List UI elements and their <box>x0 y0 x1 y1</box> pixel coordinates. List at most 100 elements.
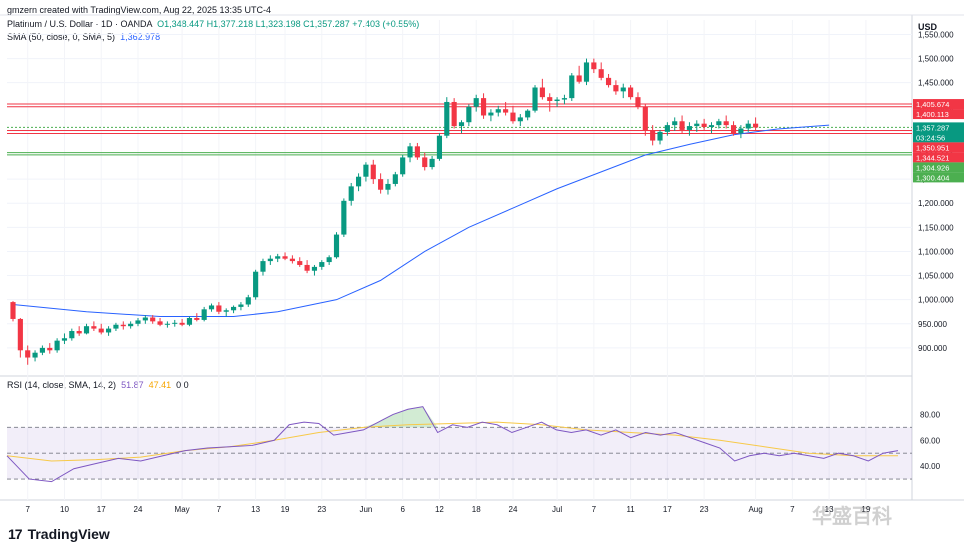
candle-body <box>201 309 207 320</box>
candle-body <box>17 318 23 351</box>
rsi-label: RSI (14, close, SMA, 14, 2) <box>7 380 117 390</box>
price-level-label: 1,357.287 <box>916 123 949 132</box>
candle-body <box>488 112 494 116</box>
price-level-label: 1,344.521 <box>916 153 949 162</box>
brand-text: TradingView <box>27 526 110 542</box>
candle-body <box>319 262 325 267</box>
watermark: 华盛百科 <box>812 506 892 528</box>
candle-body <box>679 121 685 130</box>
time-tick-label: 24 <box>509 505 518 514</box>
candle-body <box>503 109 509 113</box>
price-level-tag <box>913 162 964 173</box>
time-tick-label: 18 <box>472 505 481 514</box>
candle-body <box>561 98 568 100</box>
candle-body <box>326 257 332 263</box>
candle-body <box>260 261 266 272</box>
candle-body <box>164 323 170 325</box>
candle-body <box>414 146 420 158</box>
rsi-sma-line <box>6 421 898 462</box>
candle-body <box>25 350 31 358</box>
price-level-label: 1,300.404 <box>916 173 949 182</box>
candle-body <box>664 125 670 132</box>
candle-body <box>157 321 163 325</box>
candle-body <box>635 97 641 107</box>
candle-body <box>289 258 295 262</box>
candle-body <box>605 77 612 86</box>
time-tick-label: Aug <box>748 505 762 514</box>
candle-body <box>69 331 75 339</box>
rsi-line <box>6 406 899 483</box>
candle-body <box>591 62 597 70</box>
candle-body <box>238 304 244 307</box>
candle-body <box>716 121 722 126</box>
creator-text: gmzern created with TradingView.com, Aug… <box>7 5 271 15</box>
time-tick-label: 6 <box>400 505 405 514</box>
candle-body <box>444 101 450 136</box>
time-tick-label: 7 <box>790 505 795 514</box>
time-tick-label: 7 <box>217 505 222 514</box>
candle-body <box>517 117 523 122</box>
candle-body <box>400 157 406 175</box>
candle-body <box>47 347 53 351</box>
candle-body <box>642 106 648 131</box>
time-tick-label: 23 <box>317 505 326 514</box>
candle-body <box>245 297 251 305</box>
time-tick-label: 19 <box>281 505 290 514</box>
candle-body <box>91 326 97 329</box>
candle-body <box>304 264 310 271</box>
candle-body <box>106 328 112 333</box>
sma-label: SMA (50, close, 0, SMA, 5) <box>7 32 116 42</box>
candle-body <box>194 317 200 320</box>
candle-body <box>525 110 531 118</box>
candle-body <box>297 261 303 265</box>
candle-body <box>598 69 604 78</box>
candle-body <box>363 164 369 177</box>
price-tick-label: 1,000.000 <box>918 296 954 305</box>
candle-body <box>378 179 384 190</box>
time-tick-label: 13 <box>825 505 834 514</box>
time-tick-label: May <box>175 505 190 514</box>
candle-body <box>547 97 553 102</box>
rsi-tick-label: 80.00 <box>920 410 941 419</box>
candle-body <box>620 87 626 92</box>
price-tick-label: 900.000 <box>918 344 947 353</box>
symbol-text: Platinum / U.S. Dollar · 1D · OANDA <box>7 19 153 29</box>
time-tick-label: 17 <box>663 505 672 514</box>
candle-body <box>385 183 391 190</box>
price-level-tag <box>913 109 964 120</box>
candle-body <box>672 121 678 126</box>
candle-body <box>708 125 715 128</box>
time-tick-label: 7 <box>25 505 30 514</box>
tradingview-logo-icon: 17 <box>8 526 23 542</box>
price-tick-label: 1,200.000 <box>918 199 954 208</box>
candle-body <box>355 176 362 187</box>
time-tick-label: 23 <box>700 505 709 514</box>
time-tick-label: 7 <box>592 505 597 514</box>
candle-body <box>436 135 443 159</box>
price-tick-label: 1,550.000 <box>918 30 954 39</box>
candle-body <box>628 87 634 98</box>
time-tick-label: 19 <box>861 505 870 514</box>
price-tick-label: 950.000 <box>918 320 947 329</box>
symbol-line: Platinum / U.S. Dollar · 1D · OANDA O1,3… <box>7 19 419 29</box>
candle-body <box>32 352 38 358</box>
candle-body <box>208 305 215 310</box>
time-tick-label: 11 <box>626 505 635 514</box>
price-level-label: 1,405.674 <box>916 100 949 109</box>
candle-body <box>231 306 237 311</box>
candle-body <box>253 271 259 298</box>
time-tick-label: 10 <box>60 505 69 514</box>
sma-value: 1,362.978 <box>120 32 161 42</box>
price-level-tag <box>913 152 964 163</box>
candle-body <box>39 347 45 353</box>
price-tick-label: 1,150.000 <box>918 223 954 232</box>
candle-body <box>466 106 472 123</box>
candle-body <box>179 322 185 325</box>
tradingview-brand[interactable]: 17 TradingView <box>8 526 110 542</box>
candle-body <box>554 99 560 102</box>
sma-line: SMA (50, close, 0, SMA, 5) 1,362.978 <box>7 32 160 42</box>
candle-body <box>569 75 575 99</box>
candle-body <box>76 331 82 334</box>
candle-body <box>223 310 229 312</box>
